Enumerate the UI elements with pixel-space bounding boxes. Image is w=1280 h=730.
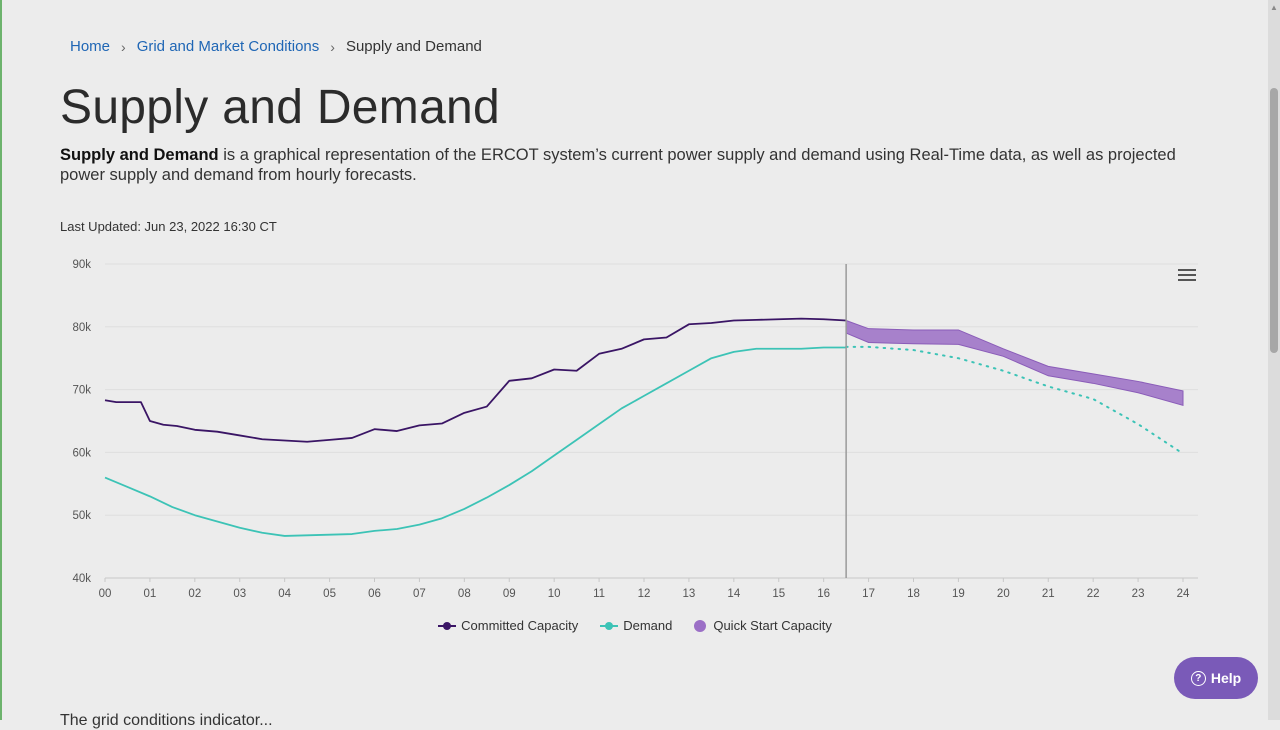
legend-marker-quick-start [694, 619, 707, 632]
legend-marker-demand [600, 621, 619, 630]
x-tick-label: 18 [907, 588, 920, 600]
x-tick-label: 10 [548, 588, 561, 600]
x-tick-label: 07 [413, 588, 426, 600]
x-tick-label: 03 [233, 588, 246, 600]
intro-bold: Supply and Demand [60, 146, 219, 164]
x-tick-label: 06 [368, 588, 381, 600]
x-tick-label: 01 [144, 588, 157, 600]
x-tick-label: 14 [727, 588, 740, 600]
x-tick-label: 05 [323, 588, 336, 600]
breadcrumb-home-link[interactable]: Home [70, 38, 111, 55]
legend-marker-committed [438, 621, 457, 630]
x-tick-label: 04 [278, 588, 291, 600]
quick-start-band [845, 319, 1184, 406]
intro-text: is a graphical representation of the ERC… [60, 146, 1176, 184]
supply-demand-chart: 40k 50k 60k 70k 80k 90k 00 01 02 03 04 05 06 07 08 09 10… [72, 259, 1198, 600]
x-tick-label: 12 [638, 588, 651, 600]
x-tick-label: 11 [593, 588, 605, 600]
legend-label-demand: Demand [623, 618, 673, 633]
breadcrumb: Home › Grid and Market Conditions › Supp… [70, 38, 482, 55]
x-tick-label: 13 [683, 588, 696, 600]
x-tick-label: 08 [458, 588, 471, 600]
committed-capacity-line [104, 317, 847, 443]
legend-item-demand[interactable]: Demand [600, 618, 672, 633]
x-tick-label: 02 [188, 588, 201, 600]
last-updated: Last Updated: Jun 23, 2022 16:30 CT [60, 219, 277, 234]
chart-legend: Committed Capacity Demand Quick Start Ca… [0, 618, 1270, 633]
y-tick-label: 40k [72, 573, 91, 585]
breadcrumb-current: Supply and Demand [345, 38, 482, 55]
demand-forecast-line [845, 345, 1184, 455]
x-tick-label: 15 [772, 588, 785, 600]
x-tick-label: 16 [817, 588, 830, 600]
chevron-right-icon: › [330, 38, 335, 55]
x-tick-label: 17 [862, 588, 875, 600]
legend-label-quick-start: Quick Start Capacity [713, 618, 832, 633]
chart-menu-icon[interactable] [1176, 266, 1198, 286]
x-tick-label: 23 [1132, 588, 1145, 600]
chevron-right-icon: › [121, 38, 126, 55]
help-button[interactable]: ? Help [1174, 657, 1258, 699]
x-tick-label: 09 [503, 588, 516, 600]
y-tick-label: 70k [72, 385, 91, 397]
scrollbar-thumb[interactable] [1270, 88, 1278, 353]
question-icon: ? [1190, 670, 1206, 686]
x-tick-label: 21 [1042, 588, 1055, 600]
page-scrollbar[interactable]: ▲ [1268, 0, 1280, 720]
x-tick-label: 00 [99, 588, 112, 600]
demand-line [104, 346, 847, 537]
page-intro: Supply and Demand is a graphical represe… [60, 145, 1210, 185]
x-tick-label: 24 [1177, 588, 1190, 600]
y-tick-label: 90k [72, 259, 91, 271]
bottom-paragraph: The grid conditions indicator... [60, 712, 273, 729]
x-tick-label: 19 [952, 588, 965, 600]
y-tick-label: 50k [72, 510, 91, 522]
scroll-up-icon[interactable]: ▲ [1270, 3, 1278, 12]
y-tick-label: 80k [72, 322, 91, 334]
page-title: Supply and Demand [60, 81, 501, 134]
legend-item-quick-start[interactable]: Quick Start Capacity [694, 618, 832, 633]
x-tick-label: 20 [997, 588, 1010, 600]
help-label: Help [1210, 670, 1242, 686]
y-tick-label: 60k [72, 447, 91, 459]
window-border [0, 0, 2, 720]
x-tick-label: 22 [1087, 588, 1100, 600]
legend-item-committed[interactable]: Committed Capacity [438, 618, 578, 633]
legend-label-committed: Committed Capacity [461, 618, 579, 633]
breadcrumb-grid-link[interactable]: Grid and Market Conditions [136, 38, 320, 55]
